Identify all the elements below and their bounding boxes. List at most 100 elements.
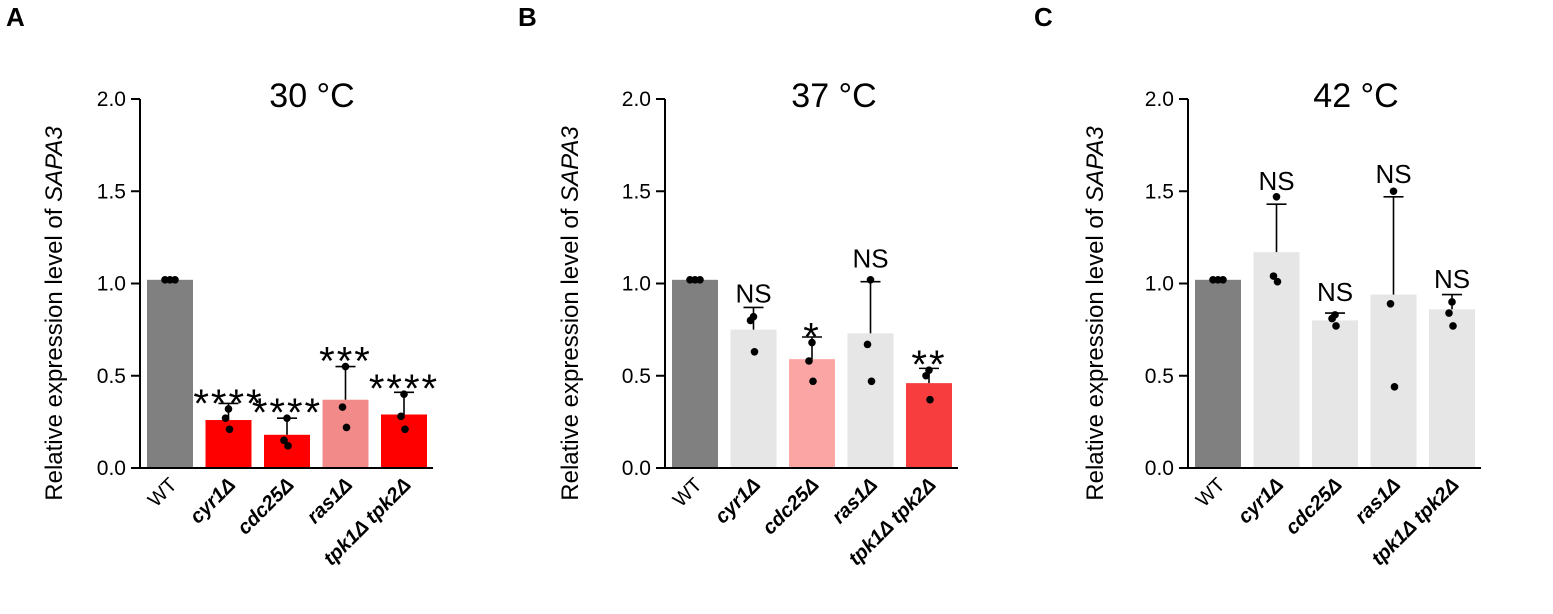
y-tick-label: 0.0 <box>622 457 651 480</box>
data-point <box>1389 187 1398 196</box>
y-axis-label-prefix: Relative expression level of <box>557 202 584 501</box>
bar-group <box>1195 276 1241 468</box>
data-point <box>225 425 234 434</box>
y-axis-label: Relative expression level of SAPA3 <box>557 126 584 501</box>
data-point <box>866 276 875 284</box>
y-tick-label: 0.5 <box>97 365 126 388</box>
bar <box>1195 279 1241 468</box>
bar-group: NS <box>1429 264 1475 468</box>
y-tick-label: 0.0 <box>1145 457 1174 480</box>
bar <box>1312 320 1358 468</box>
bar-group: NS <box>1253 166 1300 468</box>
data-point <box>283 414 291 422</box>
data-point <box>1449 322 1457 330</box>
bar-group <box>147 276 193 468</box>
data-point <box>401 425 409 434</box>
bar-group: **** <box>252 391 322 468</box>
bar <box>147 279 193 468</box>
y-tick-label: 1.5 <box>97 180 126 203</box>
bar <box>672 279 718 468</box>
significance-label: **** <box>252 391 322 435</box>
bar-group: *** <box>319 340 372 468</box>
data-point <box>926 395 934 404</box>
y-axis-label-prefix: Relative expression level of <box>1082 202 1109 501</box>
category-label: cdc25Δ <box>758 474 823 539</box>
y-tick-label: 0.0 <box>97 457 126 480</box>
significance-label: NS <box>735 279 771 309</box>
y-tick-label: 0.5 <box>622 365 651 388</box>
y-axis-label-gene: SAPA3 <box>557 126 584 202</box>
data-point <box>341 362 350 371</box>
chart-title: 37 °C <box>791 77 876 115</box>
bar-group: NS <box>847 244 894 468</box>
significance-label: NS <box>1317 277 1353 307</box>
y-axis-label-prefix: Relative expression level of <box>41 202 68 501</box>
data-point <box>809 377 817 386</box>
y-tick-label: 2.0 <box>1145 88 1174 111</box>
data-point <box>746 316 755 325</box>
category-label: cyr1Δ <box>711 474 765 528</box>
chart-title: 42 °C <box>1313 77 1398 115</box>
bar <box>1370 294 1417 468</box>
data-point <box>342 423 351 432</box>
panel-letter: A <box>6 2 25 32</box>
significance-label: NS <box>1434 264 1470 294</box>
significance-label: * <box>803 316 821 360</box>
bar-group: **** <box>369 367 439 468</box>
data-point <box>1328 314 1336 323</box>
data-point <box>1332 322 1340 330</box>
data-point <box>863 340 872 349</box>
data-point <box>867 377 876 386</box>
data-point <box>221 414 230 422</box>
significance-label: **** <box>369 367 439 411</box>
significance-label: NS <box>1258 166 1294 196</box>
data-point <box>338 403 347 411</box>
panel-letter: C <box>1034 2 1053 32</box>
y-tick-label: 1.0 <box>1145 273 1174 296</box>
data-point <box>1390 383 1399 391</box>
category-label: WT <box>144 474 182 512</box>
y-tick-label: 1.5 <box>1145 180 1174 203</box>
bar-group: ** <box>906 343 952 468</box>
data-point <box>1272 192 1281 201</box>
panel-letter: B <box>518 2 537 32</box>
data-point <box>922 371 930 380</box>
data-point <box>284 442 292 450</box>
data-point <box>400 390 408 399</box>
significance-label: *** <box>319 340 372 384</box>
data-point <box>696 276 704 284</box>
category-label: cyr1Δ <box>186 474 240 528</box>
y-tick-label: 1.5 <box>622 180 651 203</box>
y-axis-label-gene: SAPA3 <box>1082 126 1109 202</box>
category-label: ras1Δ <box>1351 474 1405 528</box>
data-point <box>397 412 405 421</box>
data-point <box>1448 298 1456 306</box>
y-tick-label: 1.0 <box>622 273 651 296</box>
data-point <box>750 347 759 356</box>
category-label: cdc25Δ <box>233 474 298 539</box>
y-axis-label: Relative expression level of SAPA3 <box>41 126 68 501</box>
y-axis-label-gene: SAPA3 <box>41 126 68 202</box>
bar <box>1253 252 1300 468</box>
bar-group <box>672 276 718 468</box>
significance-label: NS <box>1375 159 1411 189</box>
panel-b: B 37 °C Relative expression level of SAPA3… <box>518 2 958 570</box>
category-label: WT <box>1192 474 1230 512</box>
significance-label: **** <box>193 382 263 426</box>
y-tick-label: 0.5 <box>1145 365 1174 388</box>
data-point <box>1445 309 1453 317</box>
category-label: ras1Δ <box>303 474 357 528</box>
bar <box>1429 309 1475 468</box>
bar <box>789 359 835 468</box>
category-label: cdc25Δ <box>1281 474 1346 539</box>
data-point <box>1269 272 1278 280</box>
data-point <box>808 338 816 347</box>
panel-c: C 42 °C Relative expression level of SAPA3… <box>1034 2 1481 570</box>
panel-a: A 30 °C Relative expression level of SAPA3… <box>6 2 439 570</box>
bar-group: * <box>789 316 835 468</box>
y-tick-label: 1.0 <box>97 273 126 296</box>
chart-title: 30 °C <box>269 77 354 115</box>
data-point <box>171 276 179 284</box>
significance-label: NS <box>852 244 888 274</box>
